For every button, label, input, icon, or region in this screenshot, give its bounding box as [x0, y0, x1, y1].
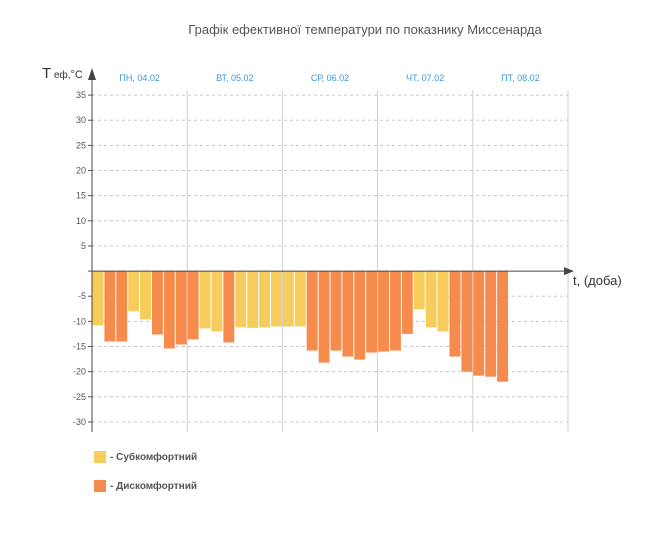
bar-discomfort	[497, 271, 508, 382]
y-tick-label: 10	[76, 216, 86, 226]
bar-discomfort	[116, 271, 128, 342]
bar-discomfort	[330, 271, 342, 351]
bar-subcomfort	[413, 271, 425, 310]
y-tick-label: -30	[73, 417, 86, 427]
bar-subcomfort	[211, 271, 223, 332]
bar-subcomfort	[247, 271, 259, 328]
y-tick-label: -10	[73, 316, 86, 326]
bar-subcomfort	[128, 271, 140, 312]
legend-swatch-subcomfort	[94, 451, 106, 463]
bar-discomfort	[473, 271, 485, 376]
bar-discomfort	[485, 271, 497, 377]
bar-subcomfort	[92, 271, 104, 326]
y-tick-label: -25	[73, 392, 86, 402]
bar-discomfort	[378, 271, 389, 352]
legend-swatch-discomfort	[94, 480, 106, 492]
legend-label-subcomfort: - Субкомфортний	[110, 451, 198, 463]
day-label: ПН, 04.02	[119, 73, 160, 83]
bar-subcomfort	[437, 271, 449, 332]
chart-title: Графік ефективної температури по показни…	[188, 22, 542, 37]
bar-discomfort	[354, 271, 366, 360]
bar-discomfort	[366, 271, 378, 353]
bar-discomfort	[461, 271, 473, 372]
bar-subcomfort	[199, 271, 211, 329]
y-tick-label: 35	[76, 90, 86, 100]
bar-subcomfort	[271, 271, 282, 327]
bar-subcomfort	[294, 271, 306, 327]
day-label: ЧТ, 07.02	[406, 73, 444, 83]
y-tick-label: 5	[81, 241, 86, 251]
bar-discomfort	[318, 271, 330, 363]
day-label: ПТ, 08.02	[501, 73, 540, 83]
y-tick-label: -20	[73, 367, 86, 377]
bar-discomfort	[175, 271, 187, 345]
y-tick-label: 30	[76, 115, 86, 125]
bar-subcomfort	[235, 271, 247, 328]
y-tick-label: 20	[76, 166, 86, 176]
y-axis-arrow	[88, 68, 96, 80]
bar-discomfort	[187, 271, 199, 340]
y-axis-title: T еф,°C	[42, 65, 83, 82]
legend-item-discomfort: - Дискомфортний	[94, 480, 197, 492]
legend-item-subcomfort: - Субкомфортний	[94, 451, 197, 463]
x-axis-arrow	[564, 267, 574, 276]
day-label: ВТ, 05.02	[216, 73, 253, 83]
bar-discomfort	[449, 271, 461, 357]
bar-discomfort	[390, 271, 401, 351]
x-axis-title: t, (доба)	[573, 273, 622, 288]
bar-subcomfort	[140, 271, 151, 320]
y-tick-label: 15	[76, 191, 86, 201]
bar-discomfort	[163, 271, 175, 349]
bar-subcomfort	[425, 271, 437, 328]
bar-discomfort	[342, 271, 354, 357]
bar-discomfort	[104, 271, 116, 342]
legend-label-discomfort: - Дискомфортний	[110, 480, 197, 492]
bar-discomfort	[152, 271, 163, 335]
bar-subcomfort	[282, 271, 294, 327]
bar-subcomfort	[259, 271, 270, 328]
bar-discomfort	[401, 271, 413, 334]
bar-discomfort	[223, 271, 235, 343]
day-label: СР, 06.02	[311, 73, 349, 83]
y-tick-label: 25	[76, 140, 86, 150]
y-tick-label: -5	[78, 291, 86, 301]
y-tick-label: -15	[73, 342, 86, 352]
bar-discomfort	[306, 271, 318, 351]
